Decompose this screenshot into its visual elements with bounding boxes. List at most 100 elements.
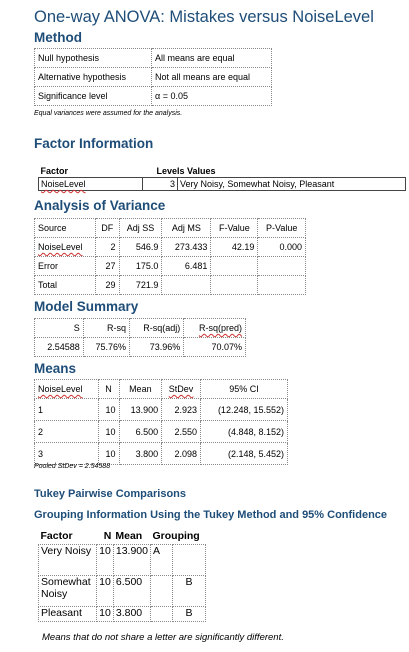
col-header: Adj MS <box>161 218 212 238</box>
factor-cell: Somewhat Noisy <box>37 575 98 607</box>
col-header-factor: Factor <box>40 166 69 176</box>
table-row: Total 29 721.9 <box>34 275 306 295</box>
table-row: 2.54588 75.76% 73.96% 70.07% <box>34 337 246 357</box>
pvalue-cell: 0.000 <box>257 237 306 257</box>
factor-info-heading: Factor Information <box>34 136 154 151</box>
ci-cell: (4.848, 8.152) <box>200 420 288 443</box>
df-cell: 29 <box>95 275 120 295</box>
table-row: 2 10 6.500 2.550 (4.848, 8.152) <box>34 420 288 443</box>
table-row: 1 10 13.900 2.923 (12.248, 15.552) <box>34 398 288 421</box>
col-header: S <box>34 318 84 338</box>
mean-cell: 13.900 <box>118 398 163 421</box>
col-header: Adj SS <box>118 218 163 238</box>
pvalue-cell <box>257 256 306 276</box>
method-value: α = 0.05 <box>151 86 272 106</box>
level-cell: 1 <box>34 398 99 421</box>
tukey-subheading: Grouping Information Using the Tukey Met… <box>34 509 388 521</box>
method-value: All means are equal <box>151 48 272 68</box>
fvalue-cell: 42.19 <box>210 237 259 257</box>
mean-cell: 3.800 <box>118 442 163 465</box>
source-cell: Total <box>34 275 96 295</box>
adjms-cell: 273.433 <box>161 237 212 257</box>
n-cell: 10 <box>97 420 120 443</box>
n-cell: 10 <box>97 398 120 421</box>
col-header: 95% CI <box>200 379 288 399</box>
stdev-cell: 2.098 <box>161 442 201 465</box>
factor-cell: NoiseLevel <box>38 177 143 191</box>
factor-cell: Pleasant <box>37 606 98 622</box>
method-label: Significance level <box>34 86 152 106</box>
table-row: Somewhat Noisy 10 6.500 B <box>37 575 206 607</box>
adjms-cell: 6.481 <box>161 256 212 276</box>
n-cell: 10 <box>96 575 114 607</box>
model-summary-table: S R-sq R-sq(adj) R-sq(pred) 2.54588 75.7… <box>34 318 246 357</box>
method-label: Alternative hypothesis <box>34 67 152 87</box>
table-row: Very Noisy 10 13.900 A <box>37 544 206 576</box>
table-row: Factor N Mean Grouping <box>39 530 206 545</box>
table-row: Alternative hypothesis Not all means are… <box>34 67 272 87</box>
factor-info-table: Factor Levels Values NoiseLevel 3 Very N… <box>38 165 406 191</box>
grouping-cell: A <box>149 544 174 576</box>
method-heading: Method <box>34 30 82 45</box>
ci-cell: (2.148, 5.452) <box>200 442 288 465</box>
source-cell: Error <box>34 256 96 276</box>
source-cell: NoiseLevel <box>34 237 96 257</box>
table-row: NoiseLevel 3 Very Noisy, Somewhat Noisy,… <box>38 177 406 191</box>
n-cell: 10 <box>97 442 120 465</box>
factor-cell: Very Noisy <box>37 544 98 576</box>
model-summary-heading: Model Summary <box>34 299 139 314</box>
adjss-cell: 721.9 <box>118 275 163 295</box>
adjms-cell <box>161 275 212 295</box>
rsq-cell: 75.76% <box>82 337 131 357</box>
means-note: Pooled StDev = 2.54588 <box>34 463 111 470</box>
col-header: F-Value <box>210 218 259 238</box>
table-row: Pleasant 10 3.800 B <box>37 606 206 622</box>
method-label: Null hypothesis <box>34 48 152 68</box>
col-header: N <box>103 530 112 542</box>
tukey-footnote: Means that do not share a letter are sig… <box>42 632 284 643</box>
pvalue-cell <box>257 275 306 295</box>
col-header-levels-values: Levels Values <box>156 166 216 176</box>
col-header: Grouping <box>152 530 200 542</box>
table-row: NoiseLevel N Mean StDev 95% CI <box>34 379 288 399</box>
col-header: R-sq <box>82 318 131 338</box>
level-cell: 2 <box>34 420 99 443</box>
tukey-heading: Tukey Pairwise Comparisons <box>34 488 187 500</box>
n-cell: 10 <box>96 606 114 622</box>
anova-table: Source DF Adj SS Adj MS F-Value P-Value … <box>34 218 306 295</box>
means-heading: Means <box>34 361 77 376</box>
fvalue-cell <box>210 256 259 276</box>
rsq-adj-cell: 73.96% <box>129 337 185 357</box>
col-header: Source <box>34 218 96 238</box>
grouping-cell <box>149 606 174 622</box>
col-header: Mean <box>118 379 163 399</box>
table-row: 3 10 3.800 2.098 (2.148, 5.452) <box>34 442 288 465</box>
grouping-cell: B <box>172 575 206 607</box>
mean-cell: 6.500 <box>118 420 163 443</box>
stdev-cell: 2.550 <box>161 420 201 443</box>
table-row: Source DF Adj SS Adj MS F-Value P-Value <box>34 218 306 238</box>
col-header: R-sq(adj) <box>129 318 185 338</box>
table-row: Error 27 175.0 6.481 <box>34 256 306 276</box>
n-cell: 10 <box>96 544 114 576</box>
values-cell: Very Noisy, Somewhat Noisy, Pleasant <box>177 177 406 191</box>
method-table: Null hypothesis All means are equal Alte… <box>34 48 272 106</box>
s-cell: 2.54588 <box>34 337 84 357</box>
df-cell: 27 <box>95 256 120 276</box>
levels-cell: 3 <box>142 177 178 191</box>
report-title: One-way ANOVA: Mistakes versus NoiseLeve… <box>34 8 374 26</box>
table-row: Significance level α = 0.05 <box>34 86 272 106</box>
method-value: Not all means are equal <box>151 67 272 87</box>
mean-cell: 6.500 <box>112 575 151 607</box>
grouping-cell <box>149 575 174 607</box>
ci-cell: (12.248, 15.552) <box>200 398 288 421</box>
stdev-cell: 2.923 <box>161 398 201 421</box>
col-header: P-Value <box>257 218 306 238</box>
col-header: N <box>97 379 120 399</box>
rsq-pred-cell: 70.07% <box>183 337 246 357</box>
tukey-table: Factor N Mean Grouping Very Noisy 10 13.… <box>37 530 206 622</box>
mean-cell: 3.800 <box>112 606 151 622</box>
grouping-cell <box>172 544 206 576</box>
table-row: NoiseLevel 2 546.9 273.433 42.19 0.000 <box>34 237 306 257</box>
fvalue-cell <box>210 275 259 295</box>
